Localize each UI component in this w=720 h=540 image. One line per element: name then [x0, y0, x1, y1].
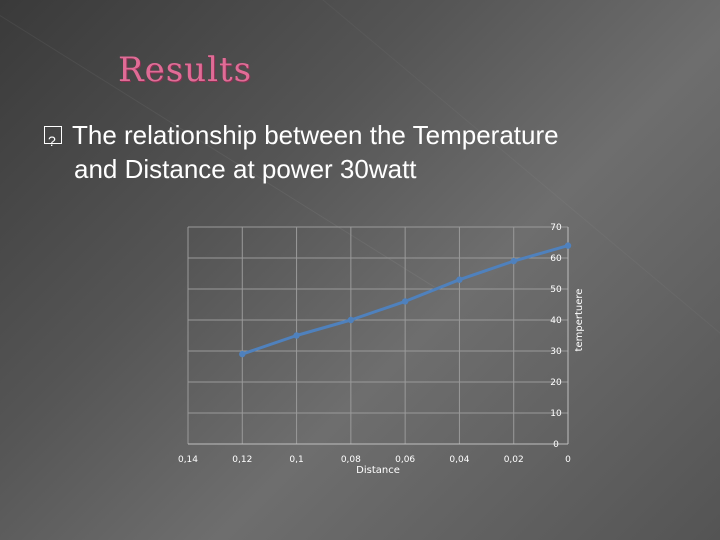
data-point	[239, 350, 246, 358]
data-point	[347, 316, 355, 324]
data-point	[456, 276, 463, 283]
y-tick-label: 10	[550, 409, 562, 419]
bullet-text-line2: and Distance at power 30watt	[74, 154, 417, 184]
chart-ticks: 0,14 0,12 0,1 0,08 0,06 0,04 0,02 00 10 20 30 40 50 6…	[178, 223, 571, 465]
bullet-point: The relationship between the Temperature…	[44, 118, 684, 186]
slide-title: Results	[118, 50, 253, 90]
x-tick-label: 0	[565, 455, 571, 465]
y-tick-label: 20	[550, 378, 562, 388]
y-tick-label: 0	[553, 440, 559, 450]
x-tick-label: 0,14	[178, 455, 198, 465]
data-point	[401, 298, 409, 305]
x-tick-label: 0,06	[395, 455, 415, 465]
data-point	[564, 242, 572, 249]
y-tick-label: 70	[550, 223, 562, 233]
chart-series	[239, 242, 572, 358]
x-tick-label: 0,02	[504, 455, 524, 465]
data-point	[510, 257, 517, 265]
x-tick-label: 0,08	[341, 455, 361, 465]
bullet-text-line1: The relationship between the Temperature	[72, 120, 559, 150]
y-tick-label: 30	[550, 347, 562, 357]
x-axis-title: Distance	[356, 465, 400, 476]
y-tick-label: 60	[550, 254, 562, 264]
y-axis-title: tempertuere	[574, 289, 585, 352]
data-point	[293, 332, 300, 339]
y-tick-label: 50	[550, 285, 562, 295]
bullet-icon	[44, 124, 62, 158]
x-tick-label: 0,04	[449, 455, 469, 465]
x-tick-label: 0,1	[289, 455, 303, 465]
y-tick-label: 40	[550, 316, 562, 326]
x-tick-label: 0,12	[232, 455, 252, 465]
